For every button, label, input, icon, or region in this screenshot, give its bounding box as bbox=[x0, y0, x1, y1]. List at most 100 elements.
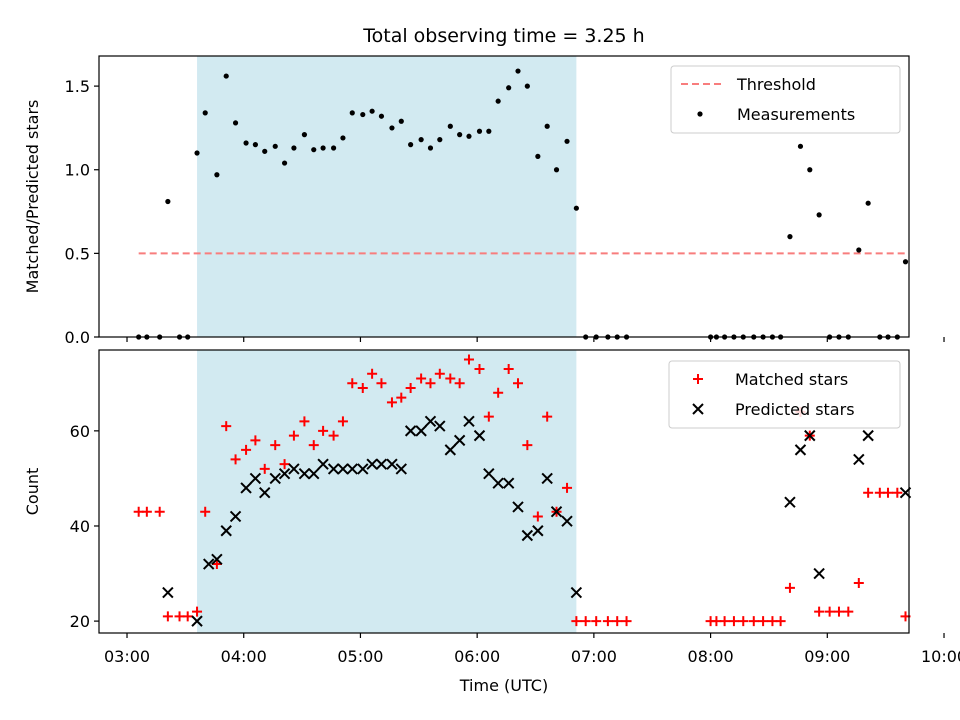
data-point bbox=[367, 368, 378, 379]
data-point bbox=[437, 137, 443, 143]
data-point bbox=[553, 167, 560, 173]
data-point bbox=[320, 145, 326, 151]
data-point bbox=[386, 458, 398, 470]
data-point bbox=[330, 145, 337, 151]
x-tick-label: 04:00 bbox=[221, 647, 267, 666]
data-point bbox=[405, 383, 416, 394]
data-point bbox=[807, 167, 813, 173]
series-2 bbox=[162, 415, 912, 627]
data-point bbox=[532, 525, 544, 537]
data-point bbox=[288, 463, 300, 475]
data-point bbox=[544, 123, 550, 129]
data-point bbox=[758, 616, 769, 627]
data-point bbox=[337, 416, 348, 427]
y-tick-label: 1.5 bbox=[65, 77, 90, 96]
data-point bbox=[476, 128, 483, 134]
x-tick-label: 10:00 bbox=[921, 647, 960, 666]
data-point bbox=[794, 444, 807, 456]
data-point bbox=[787, 234, 793, 240]
data-point bbox=[408, 142, 414, 148]
data-point bbox=[434, 420, 446, 432]
data-point bbox=[241, 444, 252, 455]
data-point bbox=[221, 421, 232, 432]
data-point bbox=[562, 482, 573, 493]
data-point bbox=[416, 373, 427, 384]
data-point bbox=[784, 582, 795, 593]
legend-label: Threshold bbox=[736, 75, 816, 94]
data-point bbox=[542, 411, 553, 422]
data-point bbox=[291, 145, 297, 151]
data-point bbox=[503, 364, 514, 375]
data-point bbox=[863, 487, 874, 498]
data-point bbox=[357, 463, 369, 475]
data-point bbox=[453, 434, 466, 447]
data-point bbox=[862, 429, 874, 442]
y-tick-label: 20 bbox=[70, 612, 90, 631]
data-point bbox=[797, 143, 804, 149]
data-point bbox=[506, 85, 512, 91]
data-point bbox=[804, 429, 816, 442]
data-point bbox=[203, 558, 215, 570]
data-point bbox=[892, 487, 903, 498]
x-axis-label: Time (UTC) bbox=[459, 676, 548, 695]
y-tick-label: 0.5 bbox=[65, 244, 90, 263]
observing-span bbox=[197, 56, 577, 337]
data-point bbox=[194, 150, 200, 156]
data-point bbox=[252, 142, 258, 148]
data-point bbox=[349, 110, 355, 116]
data-point bbox=[270, 440, 281, 451]
data-point bbox=[240, 482, 252, 494]
legend: Matched stars Predicted stars bbox=[668, 360, 901, 429]
data-point bbox=[612, 616, 623, 627]
data-point bbox=[784, 496, 796, 508]
data-point bbox=[389, 125, 395, 131]
observing-span bbox=[197, 350, 577, 633]
data-point bbox=[223, 73, 229, 79]
data-point bbox=[466, 133, 472, 139]
data-point bbox=[418, 137, 424, 143]
x-tick-label: 07:00 bbox=[571, 647, 617, 666]
data-point bbox=[211, 553, 223, 565]
data-point bbox=[162, 611, 173, 622]
legend-label: Predicted stars bbox=[735, 400, 855, 419]
data-point bbox=[200, 506, 211, 517]
x-tick-label: 03:00 bbox=[104, 647, 150, 666]
data-point bbox=[495, 98, 501, 104]
data-point bbox=[580, 616, 591, 627]
data-point bbox=[853, 453, 865, 466]
chart-title: Total observing time = 3.25 h bbox=[362, 25, 644, 47]
data-point bbox=[865, 200, 871, 206]
data-point bbox=[550, 506, 563, 518]
plot-frame bbox=[98, 55, 910, 338]
data-point bbox=[347, 378, 358, 389]
x-tick-label: 06:00 bbox=[454, 647, 500, 666]
data-point bbox=[269, 472, 281, 485]
data-point bbox=[404, 425, 417, 437]
y-tick-label: 60 bbox=[70, 422, 90, 441]
data-point bbox=[279, 459, 290, 470]
data-point bbox=[474, 364, 485, 375]
data-point bbox=[232, 120, 239, 126]
data-point bbox=[415, 425, 427, 437]
data-point bbox=[524, 83, 530, 89]
data-point bbox=[856, 247, 862, 253]
data-point bbox=[395, 463, 407, 475]
data-point bbox=[191, 615, 203, 627]
data-point bbox=[211, 559, 222, 570]
data-point bbox=[162, 586, 174, 599]
data-point bbox=[262, 148, 268, 154]
data-point bbox=[386, 397, 397, 408]
data-point bbox=[483, 467, 495, 480]
legend-box bbox=[668, 360, 901, 429]
data-point bbox=[340, 135, 346, 141]
data-point bbox=[532, 511, 543, 522]
data-point bbox=[434, 368, 445, 379]
data-point bbox=[220, 525, 232, 537]
data-point bbox=[278, 467, 291, 480]
x-tick-label: 05:00 bbox=[337, 647, 383, 666]
data-point bbox=[521, 529, 534, 542]
count-panel: 20 40 60 03:00 04:00 05:00 06:00 07:00 08:00 09:0… bbox=[23, 349, 960, 666]
data-point bbox=[447, 123, 453, 129]
data-point bbox=[570, 586, 583, 599]
